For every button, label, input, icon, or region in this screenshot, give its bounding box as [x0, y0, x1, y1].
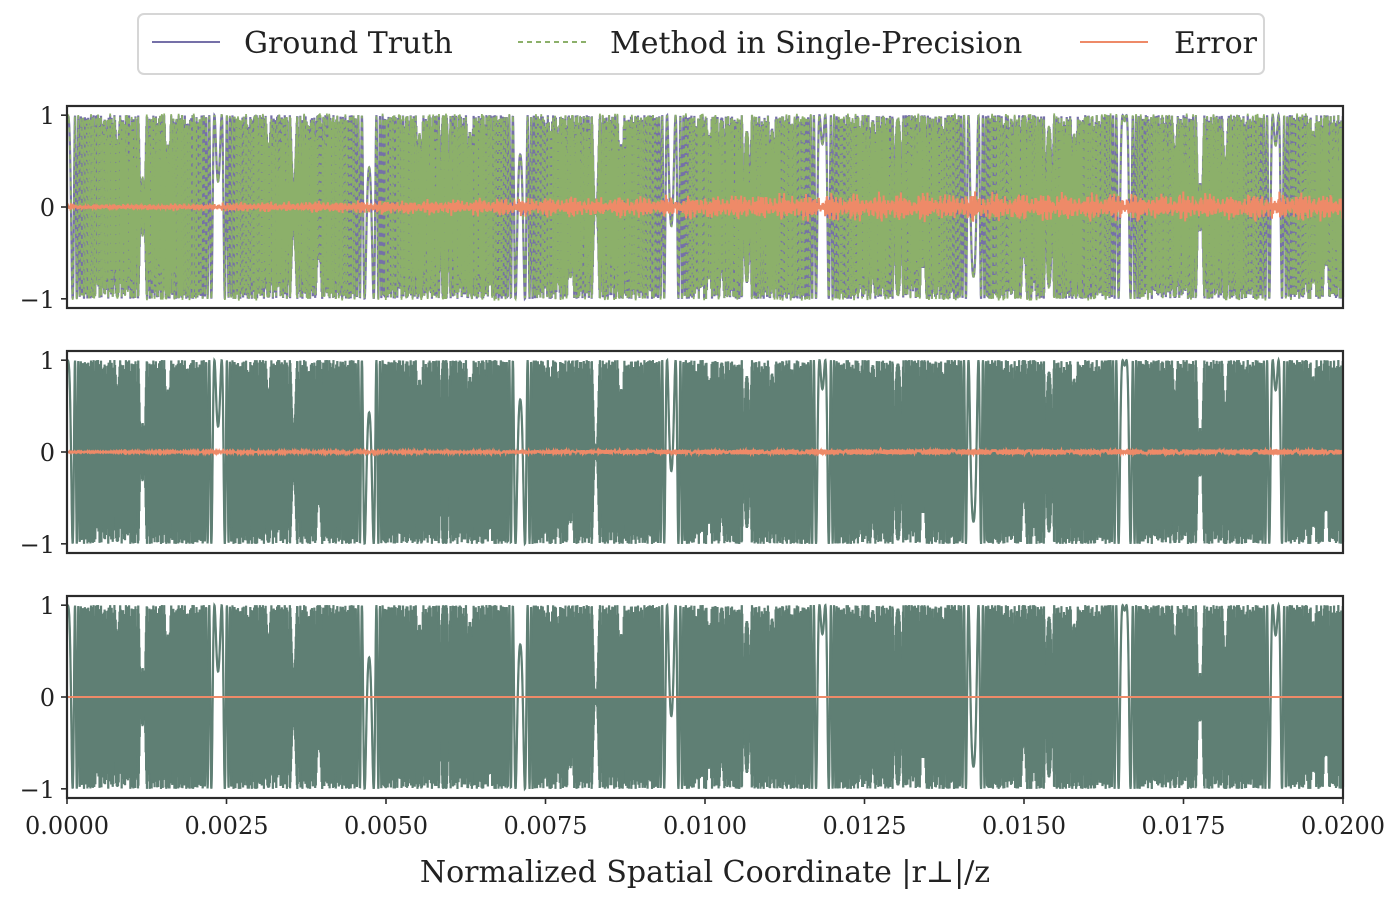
legend-ground-truth-label: Ground Truth	[244, 26, 453, 61]
series-error-line	[67, 446, 1344, 458]
y-tick-label: 0	[40, 439, 55, 467]
x-tick-label: 0.0000	[25, 812, 109, 840]
y-tick-label: 0	[40, 194, 55, 222]
legend-error-label: Error	[1174, 26, 1258, 61]
series-method-line	[66, 113, 1344, 302]
x-tick-label: 0.0075	[504, 812, 588, 840]
panel-top: 1 0 −1	[20, 102, 1345, 314]
y-tick-label: −1	[20, 531, 55, 559]
x-tick-label: 0.0025	[185, 812, 269, 840]
y-tick-label: −1	[20, 776, 55, 804]
series-error-line	[66, 191, 1344, 223]
legend-box	[137, 13, 1265, 75]
x-tick-label: 0.0100	[663, 812, 747, 840]
y-tick-label: 1	[40, 102, 55, 130]
x-tick-label: 0.0175	[1142, 812, 1226, 840]
x-tick-label: 0.0150	[982, 812, 1066, 840]
panel-middle: 1 0 −1	[20, 347, 1345, 559]
x-tick-label: 0.0050	[344, 812, 428, 840]
legend: Ground Truth Method in Single-Precision …	[137, 13, 1265, 75]
series-method-line	[67, 602, 1344, 791]
y-tick-label: 1	[40, 347, 55, 375]
panel-bottom: 1 0 −1	[20, 592, 1345, 804]
x-tick-label: 0.0125	[823, 812, 907, 840]
y-tick-label: 0	[40, 684, 55, 712]
x-axis-label: Normalized Spatial Coordinate |r⊥|/z	[420, 855, 990, 890]
legend-method-label: Method in Single-Precision	[610, 26, 1022, 61]
x-tick-label: 0.0200	[1301, 812, 1385, 840]
x-axis-ticks: 0.0000 0.0025 0.0050 0.0075 0.0100 0.0125 0.01…	[25, 798, 1385, 840]
y-tick-label: 1	[40, 592, 55, 620]
series-method-line	[67, 357, 1344, 546]
y-tick-label: −1	[20, 286, 55, 314]
